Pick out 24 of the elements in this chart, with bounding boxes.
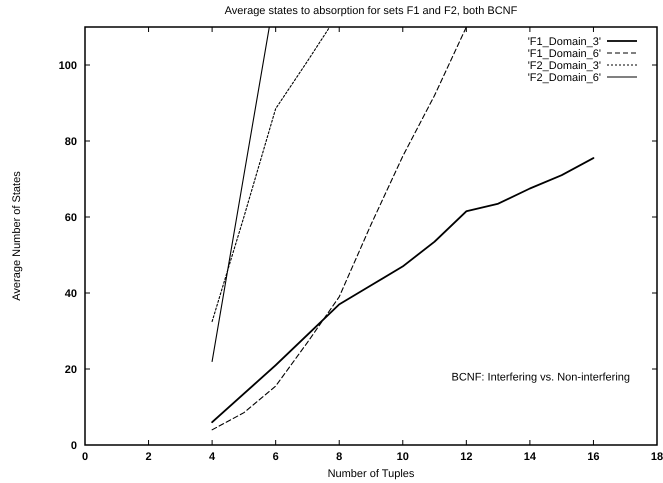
- x-tick-label: 6: [272, 451, 279, 463]
- y-tick-label: 80: [64, 136, 77, 148]
- x-tick-label: 4: [209, 451, 216, 463]
- legend-label: 'F1_Domain_3': [528, 36, 601, 48]
- x-tick-label: 2: [145, 451, 152, 463]
- x-tick-label: 16: [587, 451, 600, 463]
- y-axis-title: Average Number of States: [11, 170, 23, 301]
- x-axis-title: Number of Tuples: [328, 468, 415, 480]
- x-tick-label: 0: [82, 451, 88, 463]
- y-tick-label: 100: [58, 60, 77, 72]
- x-tick-label: 12: [460, 451, 472, 463]
- annotation: BCNF: Interfering vs. Non-interfering: [451, 371, 630, 384]
- chart-title: Average states to absorption for sets F1 and F2, both BCNF: [224, 5, 518, 17]
- legend-label: 'F1_Domain_6': [528, 48, 601, 60]
- y-tick-label: 40: [64, 288, 77, 300]
- legend-label: 'F2_Domain_6': [528, 72, 601, 84]
- y-tick-label: 20: [64, 364, 77, 376]
- legend-label: 'F2_Domain_3': [528, 60, 601, 72]
- x-tick-label: 18: [650, 451, 663, 463]
- y-tick-label: 60: [64, 212, 77, 224]
- x-tick-label: 10: [396, 451, 409, 463]
- x-tick-label: 14: [524, 451, 537, 463]
- y-tick-label: 0: [70, 440, 77, 452]
- x-tick-label: 8: [336, 451, 342, 463]
